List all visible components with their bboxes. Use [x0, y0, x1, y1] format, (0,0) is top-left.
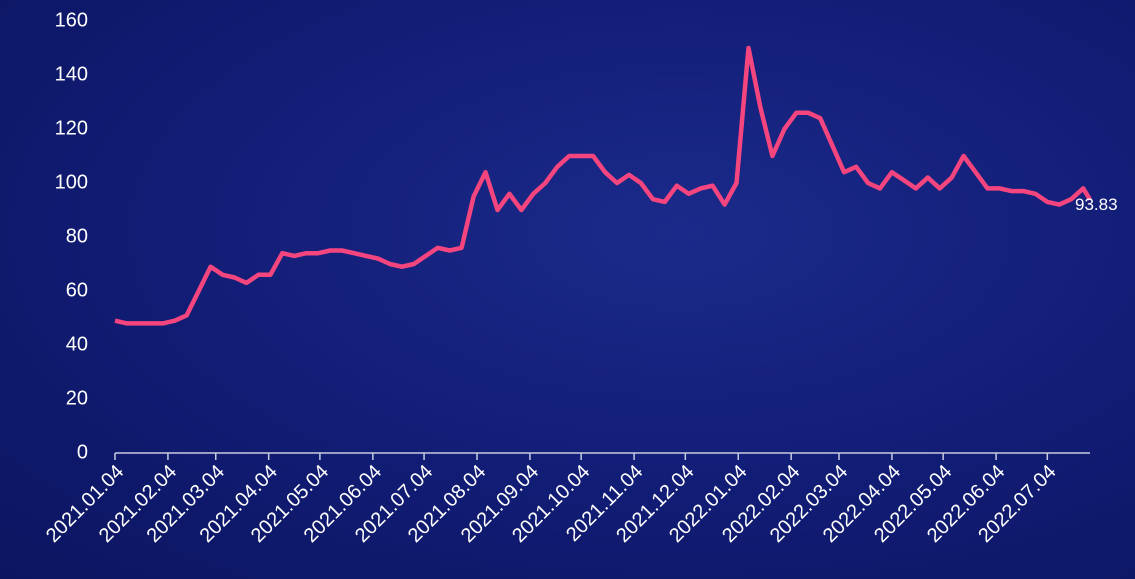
y-tick-label: 40 [66, 333, 88, 355]
y-tick-label: 140 [55, 63, 88, 85]
y-tick-label: 20 [66, 387, 88, 409]
y-tick-label: 160 [55, 9, 88, 31]
y-tick-label: 80 [66, 225, 88, 247]
page: 0204060801001201401602021.01.042021.02.0… [0, 0, 1135, 579]
y-tick-label: 100 [55, 171, 88, 193]
y-tick-label: 0 [77, 441, 88, 463]
line-series [115, 48, 1090, 323]
y-tick-label: 60 [66, 279, 88, 301]
end-value-label: 93.83 [1075, 195, 1118, 214]
chart: 0204060801001201401602021.01.042021.02.0… [0, 0, 1135, 579]
y-tick-label: 120 [55, 117, 88, 139]
